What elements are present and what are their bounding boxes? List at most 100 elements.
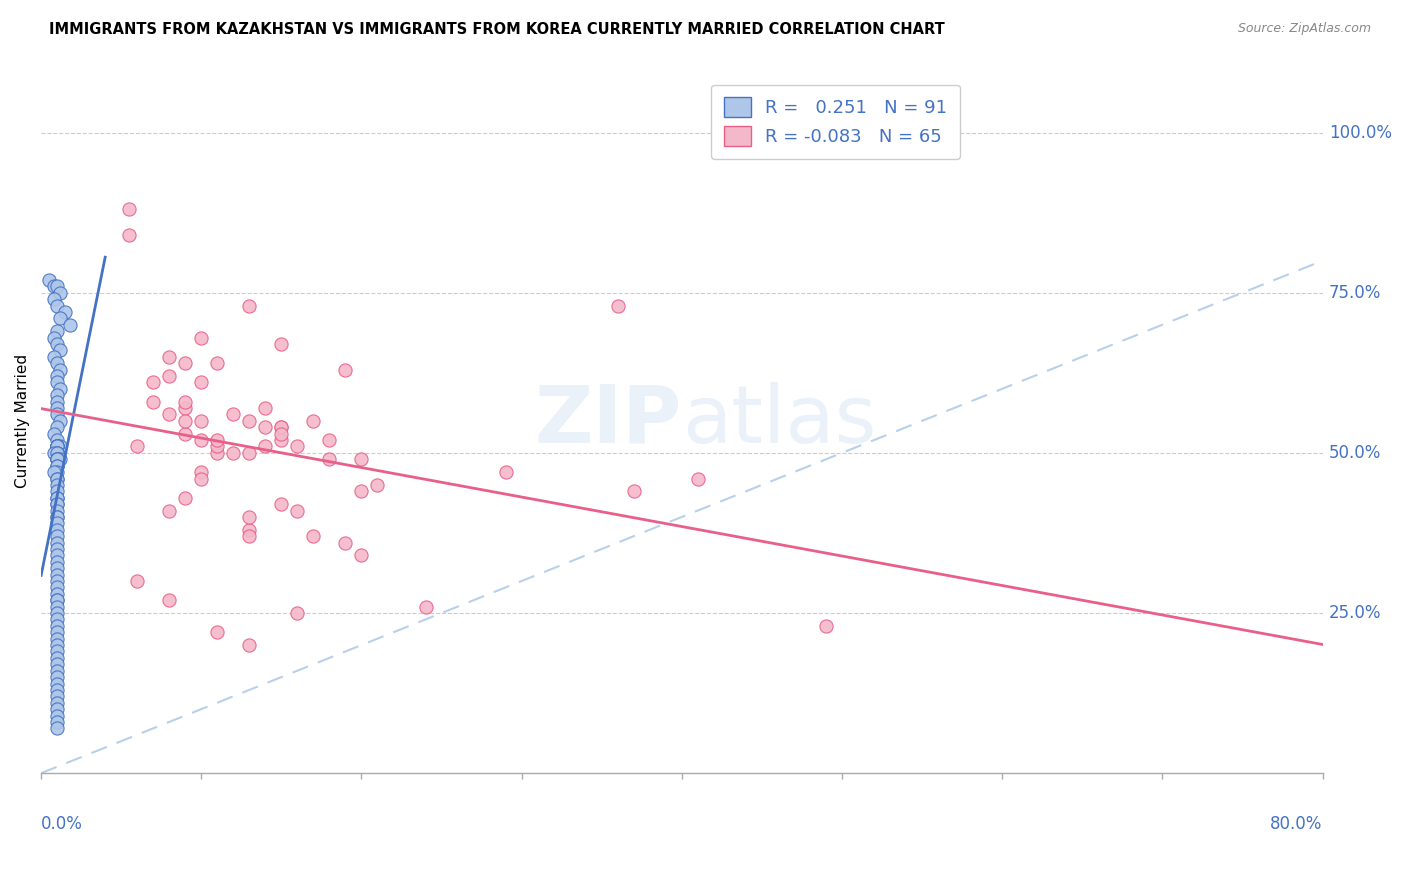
Point bbox=[46, 529, 69, 543]
Point bbox=[46, 440, 69, 454]
Point bbox=[157, 350, 180, 364]
Point bbox=[270, 426, 292, 441]
Point bbox=[42, 279, 65, 293]
Point bbox=[335, 535, 357, 549]
Point bbox=[157, 593, 180, 607]
Point bbox=[335, 362, 357, 376]
Point bbox=[190, 376, 212, 390]
Point bbox=[118, 228, 141, 243]
Point bbox=[46, 714, 69, 729]
Point bbox=[49, 311, 72, 326]
Point bbox=[46, 593, 69, 607]
Point bbox=[46, 452, 69, 467]
Point bbox=[238, 446, 260, 460]
Point bbox=[46, 682, 69, 697]
Point bbox=[46, 401, 69, 415]
Point bbox=[46, 471, 69, 485]
Text: 25.0%: 25.0% bbox=[1329, 604, 1382, 622]
Point bbox=[46, 478, 69, 492]
Point bbox=[46, 440, 69, 454]
Point bbox=[49, 343, 72, 358]
Point bbox=[46, 458, 69, 473]
Point bbox=[157, 503, 180, 517]
Point bbox=[142, 394, 165, 409]
Point bbox=[46, 638, 69, 652]
Point bbox=[46, 722, 69, 736]
Point bbox=[46, 581, 69, 595]
Point bbox=[238, 523, 260, 537]
Point bbox=[190, 330, 212, 344]
Y-axis label: Currently Married: Currently Married bbox=[15, 354, 30, 488]
Text: atlas: atlas bbox=[682, 382, 876, 460]
Point bbox=[46, 497, 69, 511]
Point bbox=[38, 273, 60, 287]
Point bbox=[254, 401, 277, 415]
Point bbox=[174, 491, 197, 505]
Point bbox=[49, 285, 72, 300]
Point bbox=[46, 452, 69, 467]
Point bbox=[190, 433, 212, 447]
Point bbox=[318, 433, 340, 447]
Point bbox=[46, 356, 69, 370]
Point bbox=[42, 446, 65, 460]
Point bbox=[46, 299, 69, 313]
Point bbox=[46, 599, 69, 614]
Point bbox=[46, 446, 69, 460]
Point bbox=[46, 567, 69, 582]
Point bbox=[350, 452, 373, 467]
Point bbox=[238, 510, 260, 524]
Point bbox=[207, 446, 229, 460]
Point bbox=[270, 420, 292, 434]
Point bbox=[46, 612, 69, 626]
Point bbox=[46, 664, 69, 678]
Point bbox=[190, 471, 212, 485]
Point bbox=[46, 702, 69, 716]
Text: 0.0%: 0.0% bbox=[41, 815, 83, 833]
Point bbox=[46, 440, 69, 454]
Point bbox=[350, 549, 373, 563]
Point bbox=[46, 446, 69, 460]
Point bbox=[46, 420, 69, 434]
Point bbox=[222, 408, 245, 422]
Point bbox=[495, 465, 517, 479]
Point bbox=[238, 299, 260, 313]
Point bbox=[46, 408, 69, 422]
Point bbox=[46, 541, 69, 556]
Point bbox=[46, 625, 69, 640]
Point bbox=[174, 426, 197, 441]
Text: 50.0%: 50.0% bbox=[1329, 444, 1381, 462]
Point bbox=[174, 401, 197, 415]
Point bbox=[46, 632, 69, 646]
Point bbox=[49, 362, 72, 376]
Point bbox=[142, 376, 165, 390]
Point bbox=[46, 510, 69, 524]
Point bbox=[127, 574, 149, 588]
Point bbox=[46, 465, 69, 479]
Point bbox=[287, 440, 309, 454]
Point bbox=[46, 516, 69, 531]
Point bbox=[49, 440, 72, 454]
Point bbox=[207, 433, 229, 447]
Legend: R =   0.251   N = 91, R = -0.083   N = 65: R = 0.251 N = 91, R = -0.083 N = 65 bbox=[711, 85, 960, 159]
Point bbox=[174, 414, 197, 428]
Point bbox=[53, 305, 76, 319]
Point bbox=[46, 555, 69, 569]
Point bbox=[49, 414, 72, 428]
Point bbox=[46, 279, 69, 293]
Point bbox=[59, 318, 82, 332]
Point bbox=[46, 337, 69, 351]
Point bbox=[46, 491, 69, 505]
Point bbox=[46, 644, 69, 658]
Point bbox=[157, 369, 180, 384]
Point bbox=[46, 593, 69, 607]
Point bbox=[46, 657, 69, 672]
Point bbox=[46, 484, 69, 499]
Point bbox=[46, 452, 69, 467]
Text: 75.0%: 75.0% bbox=[1329, 284, 1381, 301]
Point bbox=[287, 606, 309, 620]
Text: 80.0%: 80.0% bbox=[1270, 815, 1323, 833]
Point bbox=[46, 696, 69, 710]
Point bbox=[46, 497, 69, 511]
Point bbox=[46, 587, 69, 601]
Point bbox=[46, 446, 69, 460]
